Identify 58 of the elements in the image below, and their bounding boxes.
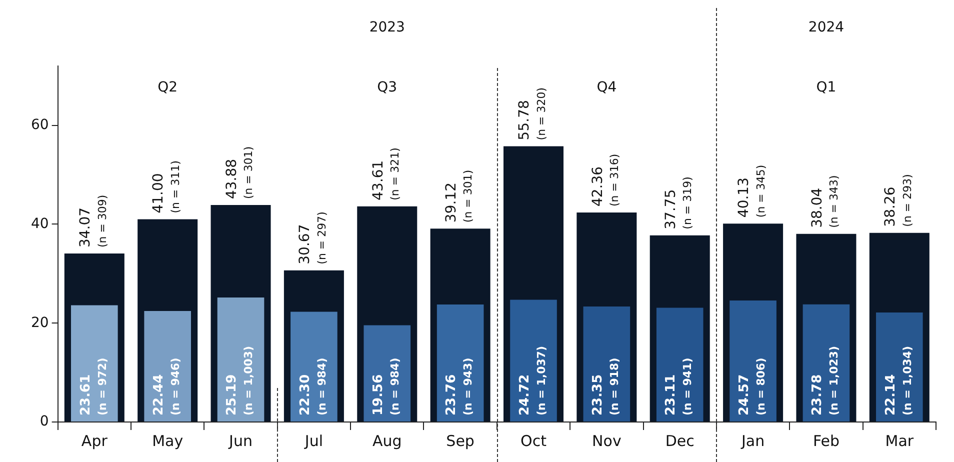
bar: [71, 305, 118, 422]
data-label: 43.61 (n = 321): [370, 148, 402, 200]
bar: [510, 300, 557, 422]
y-tick-label: 0: [40, 414, 49, 430]
data-label: 23.76 (n = 943): [444, 358, 475, 416]
data-label: 22.14 (n = 1,034): [883, 346, 914, 416]
bar: [364, 325, 411, 422]
data-label: 37.75 (n = 319): [663, 176, 694, 230]
x-tick-label: Sep: [446, 432, 474, 450]
annotation: Q3: [377, 80, 398, 96]
x-tick-label: May: [152, 432, 184, 450]
annotation: Q2: [158, 80, 178, 96]
bar: [876, 312, 923, 422]
data-label: 39.12 (n = 301): [443, 170, 475, 223]
data-label: 19.56 (n = 984): [371, 358, 402, 416]
data-label: 55.78 (n = 320): [516, 87, 548, 140]
data-label: 22.30 (n = 984): [298, 358, 328, 416]
data-label: 25.19 (n = 1,003): [224, 346, 256, 416]
bar: [436, 304, 484, 422]
data-label: 41.00 (n = 311): [150, 160, 182, 214]
y-tick-label: 40: [30, 216, 49, 232]
x-tick-label: Jun: [228, 432, 252, 450]
data-label: 38.26 (n = 293): [882, 174, 914, 227]
data-label: 42.36 (n = 316): [590, 154, 622, 207]
text: 2023: [369, 20, 405, 36]
y-tick-label: 60: [30, 116, 49, 133]
bar: [656, 308, 704, 422]
annotation: Q1: [816, 80, 836, 96]
data-label: 40.13 (n = 345): [736, 164, 768, 218]
y-tick-label: 20: [30, 314, 49, 331]
x-tick-label: Apr: [81, 432, 108, 450]
x-tick-label: Mar: [885, 432, 914, 450]
data-label: 23.35 (n = 918): [590, 358, 622, 416]
data-label: 30.67 (n = 297): [297, 212, 328, 264]
bar: [144, 311, 191, 422]
bar: [802, 304, 850, 422]
data-label: 22.44 (n = 946): [151, 358, 182, 416]
x-tick-label: Feb: [812, 432, 840, 450]
x-tick-label: Jul: [304, 432, 324, 450]
data-label: 23.11 (n = 941): [664, 358, 694, 416]
bar: [730, 300, 776, 422]
annotation: Q4: [596, 80, 617, 96]
x-tick-label: Jan: [740, 432, 765, 450]
data-label: 38.04 (n = 343): [809, 175, 841, 228]
x-tick-label: Oct: [520, 432, 547, 450]
bar: [217, 297, 264, 422]
data-label: 24.72 (n = 1,037): [517, 346, 548, 416]
data-label: 23.78 (n = 1,023): [810, 346, 841, 416]
x-tick-label: Aug: [372, 432, 402, 450]
data-label: 23.61 (n = 972): [78, 358, 109, 416]
bar: [290, 312, 338, 422]
bar: [583, 306, 630, 422]
x-tick-label: Dec: [665, 432, 694, 450]
data-label: 43.88 (n = 301): [224, 146, 256, 200]
data-label: 24.57 (n = 806): [736, 358, 768, 416]
text: 2024: [808, 20, 844, 36]
x-tick-label: Nov: [592, 432, 622, 450]
data-label: 34.07 (n = 309): [78, 194, 109, 248]
